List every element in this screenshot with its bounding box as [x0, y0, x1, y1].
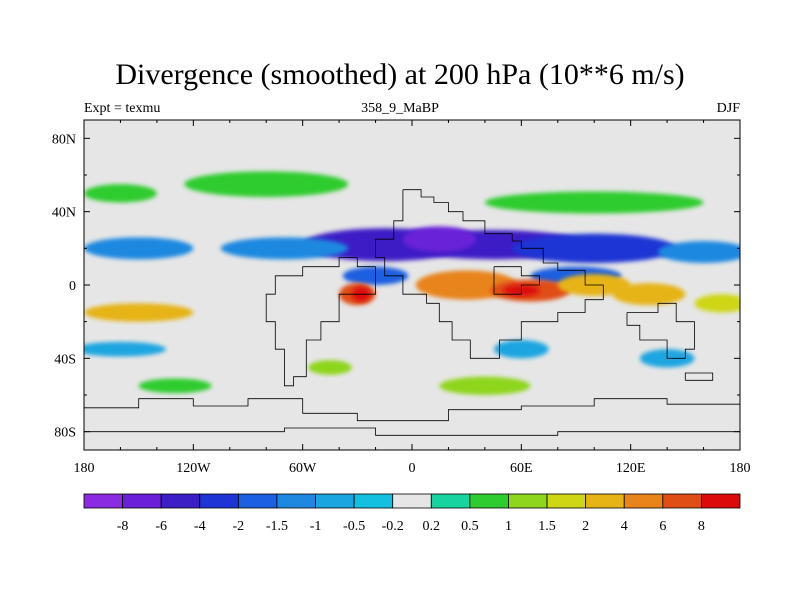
colorbar-box-14 — [623, 493, 664, 509]
colorbar-label-11: 1.5 — [538, 519, 556, 534]
contour-region-21 — [138, 378, 212, 394]
colorbar: -8 -6 -4 -2 -1.5 -1 -0.5 -0.2 0.2 0.5 1 1.5 2 4 6 8 — [83, 493, 741, 534]
y-tick-label-1: 40N — [52, 206, 76, 221]
contour-region-19 — [484, 191, 704, 214]
y-tick-label-2: 0 — [69, 279, 76, 294]
colorbar-label-15: 8 — [698, 519, 705, 534]
colorbar-label-10: 1 — [505, 519, 512, 534]
contour-region-17 — [694, 294, 740, 313]
x-tick-label-2: 60W — [289, 461, 317, 476]
y-tick-label-4: 80S — [54, 426, 76, 441]
colorbar-box-7 — [353, 493, 394, 509]
chart-title: Divergence (smoothed) at 200 hPa (10**6 … — [115, 58, 685, 91]
coastline-5 — [493, 266, 540, 295]
contour-region-2 — [512, 233, 677, 263]
colorbar-label-2: -4 — [194, 519, 206, 534]
contour-region-26 — [84, 341, 166, 357]
colorbar-box-9 — [430, 493, 471, 509]
colorbar-label-12: 2 — [582, 519, 589, 534]
run-label: 358_9_MaBP — [361, 101, 439, 116]
colorbar-box-8 — [392, 493, 432, 509]
coastline-6 — [684, 372, 714, 381]
colorbar-box-4 — [237, 493, 278, 509]
contour-region-6 — [402, 226, 476, 253]
contour-region-16 — [612, 283, 686, 306]
experiment-label: Expt = texmu — [84, 101, 161, 116]
coastline-layer — [84, 189, 740, 436]
y-tick-label-0: 80N — [52, 132, 76, 147]
contour-region-3 — [84, 237, 194, 260]
colorbar-label-4: -1.5 — [266, 519, 288, 534]
colorbar-box-16 — [701, 493, 741, 509]
colorbar-label-5: -1 — [310, 519, 322, 534]
contour-region-5 — [220, 237, 349, 260]
x-tick-label-5: 120E — [616, 461, 646, 476]
y-tick-label-3: 40S — [54, 352, 76, 367]
x-tick-label-1: 120W — [176, 461, 211, 476]
colorbar-box-13 — [585, 493, 625, 509]
colorbar-label-9: 0.5 — [461, 519, 479, 534]
contour-region-25 — [493, 340, 549, 359]
colorbar-box-6 — [315, 493, 355, 509]
coastline-0 — [375, 189, 604, 359]
contour-region-18 — [184, 171, 349, 198]
colorbar-box-3 — [199, 493, 239, 509]
colorbar-box-12 — [546, 493, 587, 509]
colorbar-label-13: 4 — [621, 519, 628, 534]
coastline-2 — [626, 302, 695, 359]
colorbar-label-8: 0.2 — [423, 519, 441, 534]
coastline-4 — [84, 427, 740, 436]
contour-region-20 — [84, 184, 157, 203]
coastline-3 — [84, 398, 740, 422]
contour-region-23 — [308, 360, 352, 375]
colorbar-box-0 — [83, 493, 123, 509]
x-axis: 180 120W 60W 0 60E 120E 180 — [74, 120, 751, 476]
x-tick-label-4: 60E — [510, 461, 533, 476]
contour-region-22 — [439, 376, 531, 396]
colorbar-label-7: -0.2 — [382, 519, 404, 534]
colorbar-box-1 — [122, 493, 162, 509]
coastline-1 — [265, 257, 377, 387]
contour-region-15 — [84, 303, 194, 322]
x-tick-label-3: 0 — [409, 461, 416, 476]
colorbar-label-6: -0.5 — [343, 519, 365, 534]
colorbar-label-1: -6 — [155, 519, 167, 534]
colorbar-label-3: -2 — [233, 519, 245, 534]
colorbar-label-14: 6 — [659, 519, 666, 534]
colorbar-box-11 — [508, 493, 548, 509]
y-axis: 80N 40N 0 40S 80S — [52, 132, 740, 441]
x-tick-label-6: 180 — [730, 461, 751, 476]
contour-region-4 — [658, 241, 740, 263]
colorbar-label-0: -8 — [117, 519, 129, 534]
season-label: DJF — [716, 101, 740, 116]
colorbar-box-15 — [662, 493, 702, 509]
colorbar-box-2 — [160, 493, 201, 509]
colorbar-box-10 — [469, 493, 509, 509]
colorbar-box-5 — [276, 493, 316, 509]
x-tick-label-0: 180 — [74, 461, 95, 476]
